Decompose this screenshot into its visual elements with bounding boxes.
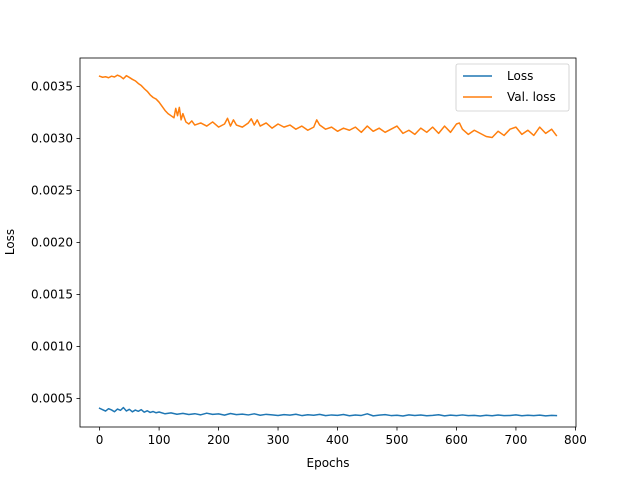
legend-label-loss: Loss [507,69,533,83]
x-tick-label: 800 [564,433,587,447]
series-line-val-loss [98,74,558,139]
y-tick-label: 0.0015 [31,287,73,301]
x-tick-label: 500 [386,433,409,447]
y-tick-label: 0.0025 [31,184,73,198]
x-tick-label: 0 [96,433,104,447]
x-tick-label: 700 [504,433,527,447]
series-line-loss [98,406,558,417]
x-tick-label: 100 [148,433,171,447]
x-axis-label: Epochs [307,456,350,470]
y-tick-label: 0.0020 [31,236,73,250]
y-tick-label: 0.0005 [31,391,73,405]
legend: Loss Val. loss [455,63,570,112]
x-tick-label: 600 [445,433,468,447]
ticks-layer: 0 100 200 300 400 500 600 700 800 0.0005 0.0010 0.0… [31,80,587,447]
x-tick-label: 400 [326,433,349,447]
legend-label-val-loss: Val. loss [507,90,556,104]
y-tick-label: 0.0010 [31,339,73,353]
y-tick-label: 0.0030 [31,132,73,146]
x-tick-label: 300 [267,433,290,447]
series-layer [98,74,558,417]
x-tick-label: 200 [207,433,230,447]
y-axis-label: Loss [3,229,17,255]
y-tick-label: 0.0035 [31,80,73,94]
plot-area [80,58,576,427]
